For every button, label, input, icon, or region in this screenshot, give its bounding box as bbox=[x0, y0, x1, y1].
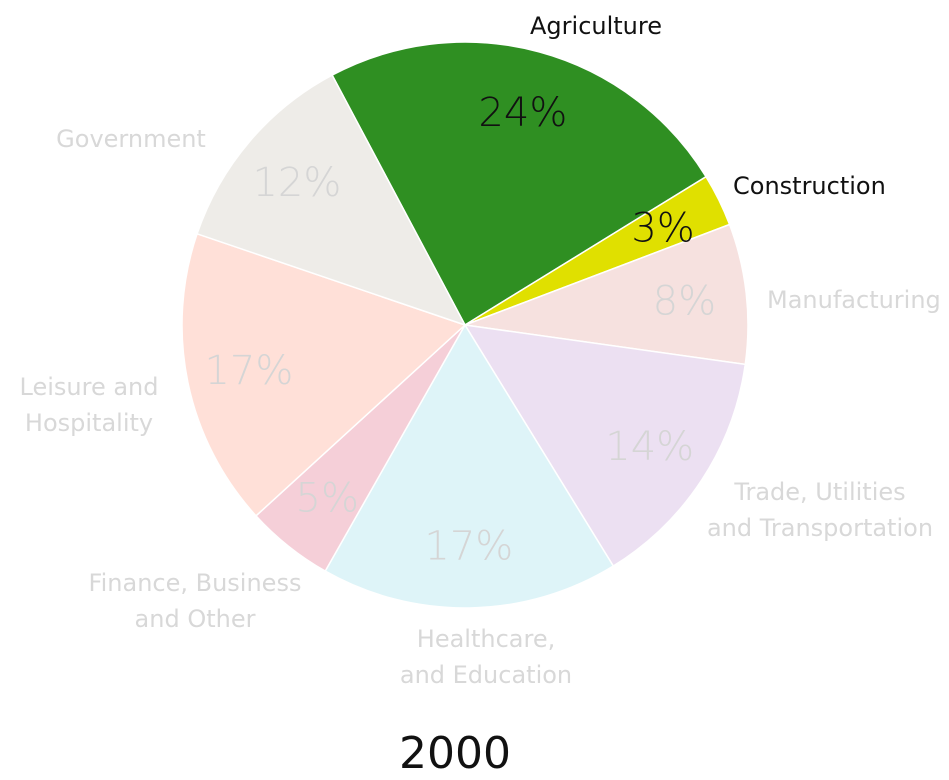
category-label-construction: Construction bbox=[733, 172, 886, 200]
pie-slice-trade-utilities-and-transportation bbox=[463, 324, 747, 568]
category-label-manufacturing: Manufacturing bbox=[767, 286, 941, 314]
category-label-healthcare-and-education: Healthcare, and Education bbox=[400, 625, 572, 689]
percent-label-trade-utilities-and-transportation: 14% bbox=[605, 424, 694, 470]
pie-slice-leisure-and-hospitality bbox=[181, 232, 467, 517]
pie-slice-agriculture bbox=[331, 41, 708, 327]
percent-label-leisure-and-hospitality: 17% bbox=[204, 348, 293, 394]
chart-title: 2000 bbox=[399, 728, 511, 779]
category-label-finance-business-and-other: Finance, Business and Other bbox=[89, 569, 302, 633]
category-label-leisure-and-hospitality: Leisure and Hospitality bbox=[20, 373, 159, 437]
percent-label-manufacturing: 8% bbox=[653, 278, 716, 324]
category-label-agriculture: Agriculture bbox=[530, 12, 662, 40]
category-label-trade-utilities-and-transportation: Trade, Utilities and Transportation bbox=[707, 478, 933, 542]
percent-label-government: 12% bbox=[252, 160, 341, 206]
percent-label-finance-business-and-other: 5% bbox=[296, 476, 359, 522]
percent-label-construction: 3% bbox=[631, 206, 694, 252]
slice-percent-labels: 24% 3% 8% 14% 17% 5% 17% 12% bbox=[204, 90, 716, 570]
pie-slice-government bbox=[196, 74, 467, 327]
percent-label-healthcare-and-education: 17% bbox=[424, 524, 513, 570]
pie-slice-manufacturing bbox=[464, 223, 749, 366]
pie-slice-healthcare-and-education bbox=[324, 323, 615, 609]
percent-label-agriculture: 24% bbox=[478, 90, 567, 136]
slice-category-labels: Agriculture Construction Manufacturing Trad… bbox=[20, 12, 941, 689]
category-label-government: Government bbox=[56, 125, 206, 153]
pie-slices bbox=[181, 41, 749, 609]
